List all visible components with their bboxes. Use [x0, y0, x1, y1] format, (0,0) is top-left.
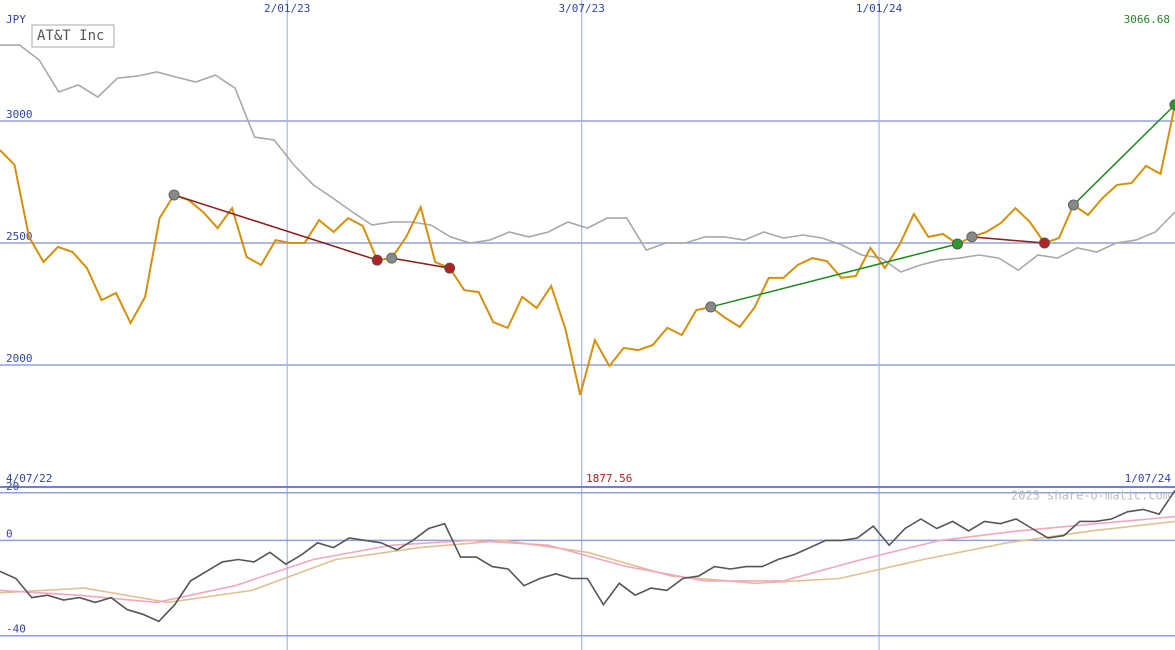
title-box — [31, 24, 115, 48]
max-label: 3066.68 — [1124, 13, 1170, 26]
trade-exit — [444, 262, 456, 274]
y-tick-label: 0 — [6, 527, 13, 540]
trade-line — [173, 194, 378, 261]
x-tick-label: 1/01/24 — [856, 2, 903, 15]
chart-title: AT&T Inc — [37, 28, 104, 44]
trade-entry — [168, 189, 180, 201]
trade-exit — [1038, 237, 1050, 249]
y-tick-label: 20 — [6, 480, 19, 493]
min-label: 1877.56 — [586, 472, 632, 485]
y-tick-label: -40 — [6, 623, 26, 636]
trade-line — [391, 257, 450, 269]
series-line — [0, 44, 1175, 273]
series-line — [0, 515, 1175, 604]
series-line — [0, 104, 1175, 396]
trade-exit — [371, 254, 383, 266]
x-tick-label: 1/07/24 — [1125, 472, 1172, 485]
x-tick-label: 3/07/23 — [559, 2, 605, 15]
y-tick-label: 3000 — [6, 108, 33, 121]
trade-exit — [951, 238, 963, 250]
trade-line — [710, 243, 958, 308]
trade-line — [1072, 104, 1175, 206]
series-line — [0, 489, 1175, 623]
trade-entry — [386, 252, 398, 264]
trade-entry — [966, 231, 978, 243]
trade-entry — [1067, 199, 1079, 211]
trade-exit — [1169, 99, 1175, 111]
trade-entry — [705, 301, 717, 313]
y-tick-label: 2000 — [6, 352, 33, 365]
y-axis-label: JPY — [6, 13, 26, 26]
x-tick-label: 4/07/22 — [6, 472, 52, 485]
trade-line — [971, 236, 1045, 244]
series-line — [0, 520, 1175, 604]
oscillator-panel: -40 0 20 — [0, 480, 1175, 637]
x-tick-label: 2/01/23 — [264, 2, 310, 15]
y-tick-label: 2500 — [6, 230, 33, 243]
watermark: 2025 share-o-matic.com — [1011, 489, 1170, 503]
